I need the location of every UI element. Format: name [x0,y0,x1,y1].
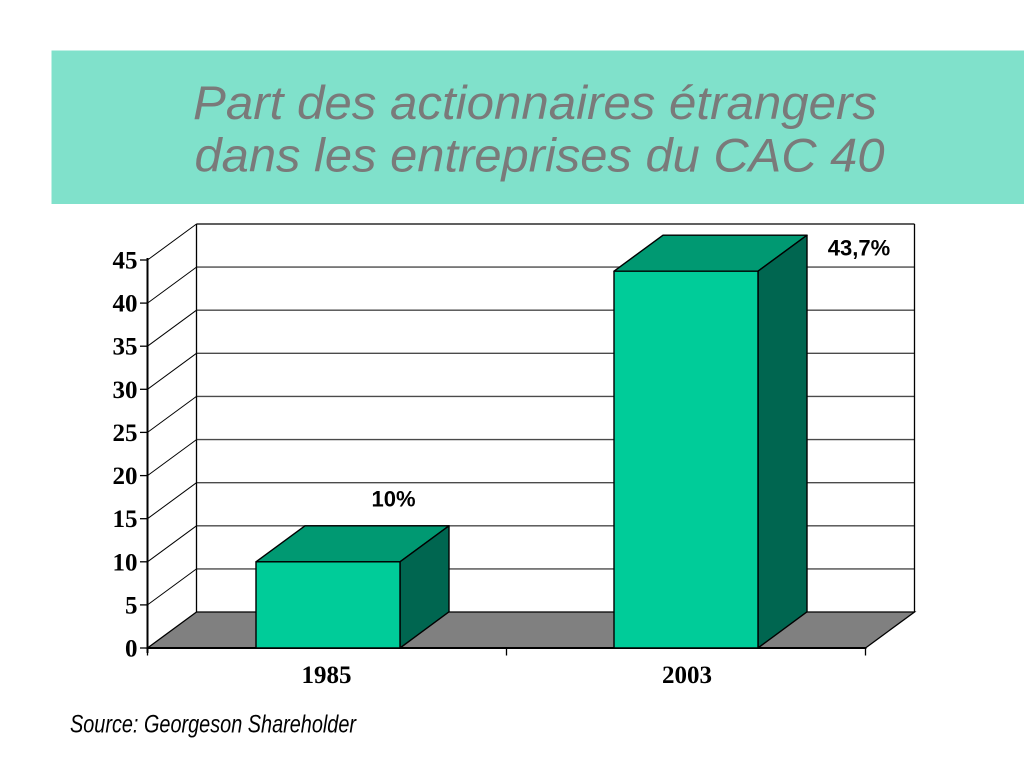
svg-text:43,7%: 43,7% [828,236,890,261]
svg-text:2003: 2003 [662,662,712,689]
svg-text:40: 40 [113,291,138,318]
svg-text:Source: Georgeson Shareholder: Source: Georgeson Shareholder [70,711,357,739]
svg-text:dans les entreprises du CAC 40: dans les entreprises du CAC 40 [195,129,885,182]
svg-text:35: 35 [113,334,138,361]
svg-text:1985: 1985 [302,662,352,689]
svg-text:Part des actionnaires étranger: Part des actionnaires étrangers [193,76,877,129]
svg-text:45: 45 [113,248,138,275]
svg-text:25: 25 [113,420,138,447]
svg-text:10: 10 [113,549,138,576]
svg-text:5: 5 [125,592,138,619]
svg-text:0: 0 [125,636,138,663]
svg-text:20: 20 [113,463,138,490]
svg-text:30: 30 [113,377,138,404]
svg-text:15: 15 [113,506,138,533]
svg-text:10%: 10% [371,487,415,512]
